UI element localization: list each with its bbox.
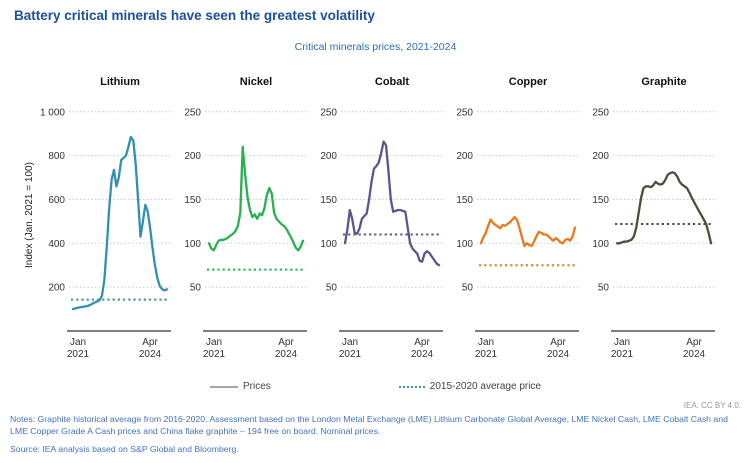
price-line: [343, 140, 441, 267]
y-axis-title: Index (Jan. 2021 = 100): [24, 162, 35, 269]
chart-panel-lithium: Lithium 1 000 800 600 400 200 Jan 2021 Apr 2024: [37, 76, 173, 363]
legend: Prices 2015-2020 average price: [0, 381, 751, 392]
x-tick-label: Apr: [278, 337, 294, 348]
y-tick-label: 250: [320, 107, 337, 118]
x-tick-label: Jan: [478, 337, 494, 348]
charts-row: Index (Jan. 2021 = 100) Lithium 1 000 800 6…: [24, 76, 717, 363]
price-line: [479, 215, 577, 248]
x-tick-label: 2021: [475, 349, 498, 360]
chart-title: Lithium: [100, 76, 140, 88]
y-tick-label: 100: [456, 239, 473, 250]
chart-panel-copper: Copper 250 200 150 100 50 Jan 2021 Apr 2024: [445, 76, 581, 363]
chart-subtitle: Critical minerals prices, 2021-2024: [294, 41, 457, 53]
chart-panels: Lithium 1 000 800 600 400 200 Jan 2021 Apr 2024 Ni…: [37, 76, 717, 363]
page-title: Battery critical minerals have seen the …: [14, 8, 375, 23]
y-tick-label: 600: [48, 195, 65, 206]
y-tick-label: 200: [184, 151, 201, 162]
y-tick-label: 250: [184, 107, 201, 118]
y-tick-label: 250: [456, 107, 473, 118]
y-tick-label: 150: [184, 195, 201, 206]
y-tick-label: 200: [320, 151, 337, 162]
chart-title: Cobalt: [374, 76, 410, 88]
legend-item-average: 2015-2020 average price: [398, 381, 541, 392]
x-tick-label: 2021: [611, 349, 634, 360]
y-tick-label: 100: [592, 239, 609, 250]
y-tick-label: 50: [598, 283, 610, 294]
x-tick-label: 2024: [139, 349, 162, 360]
x-tick-label: Jan: [614, 337, 630, 348]
y-tick-label: 50: [326, 283, 338, 294]
x-tick-label: Jan: [70, 337, 86, 348]
x-tick-label: 2021: [67, 349, 90, 360]
legend-average-label: 2015-2020 average price: [429, 381, 541, 392]
x-tick-label: Apr: [414, 337, 430, 348]
legend-item-prices: Prices: [210, 381, 271, 392]
x-tick-label: 2024: [547, 349, 570, 360]
chart-title: Graphite: [641, 76, 687, 88]
y-tick-label: 400: [48, 239, 65, 250]
x-tick-label: Apr: [550, 337, 566, 348]
chart-panel-nickel: Nickel 250 200 150 100 50 Jan 2021 Apr 2024: [173, 76, 309, 363]
price-line: [71, 135, 169, 311]
chart-panel-graphite: Graphite 250 200 150 100 50 Jan 2021 Apr 2024: [581, 76, 717, 363]
y-tick-label: 200: [456, 151, 473, 162]
source-line: Source: IEA analysis based on S&P Global…: [10, 444, 239, 454]
y-tick-label: 200: [592, 151, 609, 162]
x-tick-label: Apr: [142, 337, 158, 348]
x-tick-label: 2024: [683, 349, 706, 360]
y-tick-label: 100: [320, 239, 337, 250]
y-tick-label: 50: [462, 283, 474, 294]
chart-title: Nickel: [239, 76, 273, 88]
y-tick-label: 250: [592, 107, 609, 118]
price-line: [615, 171, 713, 245]
x-tick-label: 2021: [203, 349, 226, 360]
y-tick-label: 150: [320, 195, 337, 206]
license-credit: IEA. CC BY 4.0.: [683, 401, 741, 410]
y-tick-label: 1 000: [40, 107, 65, 118]
y-tick-label: 50: [190, 283, 202, 294]
price-line: [207, 145, 305, 252]
y-tick-label: 800: [48, 151, 65, 162]
footnotes: Notes: Graphite historical average from …: [10, 414, 728, 436]
y-tick-label: 200: [48, 283, 65, 294]
x-tick-label: Apr: [686, 337, 702, 348]
chart-title: Copper: [508, 76, 548, 88]
y-tick-label: 100: [184, 239, 201, 250]
x-tick-label: Jan: [206, 337, 222, 348]
y-tick-label: 150: [592, 195, 609, 206]
prices-line-swatch-icon: [210, 385, 238, 388]
y-tick-label: 150: [456, 195, 473, 206]
legend-prices-label: Prices: [243, 381, 271, 392]
x-tick-label: 2024: [275, 349, 298, 360]
x-tick-label: Jan: [342, 337, 358, 348]
x-tick-label: 2021: [339, 349, 362, 360]
x-tick-label: 2024: [411, 349, 434, 360]
average-dotted-swatch-icon: [398, 385, 425, 388]
chart-panel-cobalt: Cobalt 250 200 150 100 50 Jan 2021 Apr 2024: [309, 76, 445, 363]
